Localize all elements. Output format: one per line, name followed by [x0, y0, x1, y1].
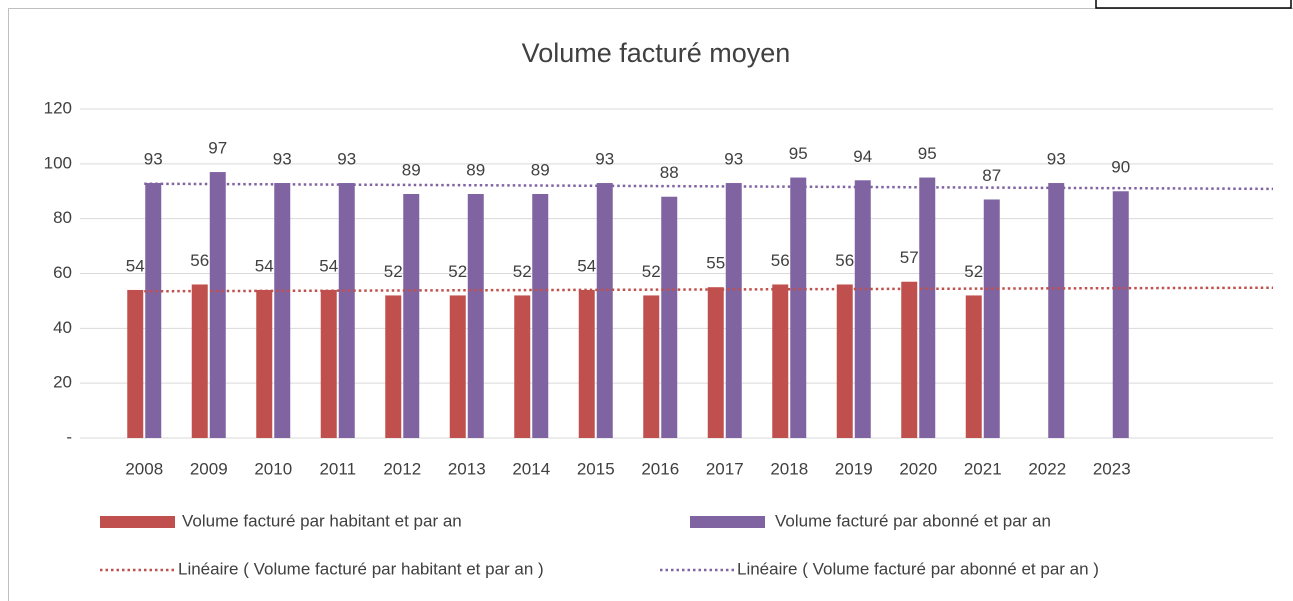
data-label: 93 [595, 150, 614, 169]
x-tick-label: 2014 [512, 459, 550, 478]
bar [403, 193, 420, 438]
bar [467, 193, 484, 438]
bar [790, 177, 807, 438]
bar [1048, 183, 1065, 438]
trendline [144, 286, 1274, 293]
bar [836, 284, 853, 438]
x-tick-label: 2023 [1093, 459, 1131, 478]
x-tick-label: 2017 [706, 459, 744, 478]
data-label: 52 [964, 262, 983, 281]
x-tick-label: 2019 [835, 459, 873, 478]
data-label: 87 [982, 166, 1001, 185]
bar [707, 287, 724, 438]
y-tick-label: 120 [44, 98, 72, 117]
x-tick-label: 2015 [577, 459, 615, 478]
bar [919, 177, 936, 438]
x-tick-label: 2011 [319, 459, 356, 478]
bar [643, 295, 660, 438]
data-label: 89 [466, 160, 485, 179]
bar [385, 295, 402, 438]
bar [532, 193, 549, 438]
x-tick-label: 2016 [641, 459, 679, 478]
data-label: 52 [384, 262, 403, 281]
legend-label: Volume facturé par habitant et par an [182, 511, 462, 530]
bar [274, 183, 291, 438]
bar [514, 295, 531, 438]
y-tick-label: 100 [44, 153, 72, 172]
chart-title: Volume facturé moyen [522, 38, 791, 68]
y-tick-label: 80 [53, 208, 72, 227]
legend-swatch [690, 516, 765, 528]
data-label: 90 [1111, 158, 1130, 177]
data-label: 54 [255, 256, 274, 275]
bar [449, 295, 466, 438]
data-label: 52 [513, 262, 532, 281]
bar [772, 284, 789, 438]
data-label: 56 [835, 251, 854, 270]
data-label: 97 [208, 139, 227, 158]
data-label: 54 [577, 256, 596, 275]
x-tick-label: 2020 [899, 459, 937, 478]
legend-label: Volume facturé par abonné et par an [775, 511, 1051, 530]
data-label: 89 [402, 160, 421, 179]
y-tick-label: 40 [53, 318, 72, 337]
data-label: 89 [531, 160, 550, 179]
bar [965, 295, 982, 438]
bar [127, 289, 144, 438]
y-tick-label: 60 [53, 263, 72, 282]
bar [596, 183, 613, 438]
x-tick-label: 2022 [1028, 459, 1066, 478]
legend-label: Linéaire ( Volume facturé par habitant e… [178, 559, 544, 578]
x-tick-label: 2008 [125, 459, 163, 478]
data-label: 54 [126, 256, 145, 275]
data-label: 93 [337, 150, 356, 169]
bar [191, 284, 208, 438]
data-label: 57 [900, 248, 919, 267]
trendline [144, 182, 1274, 191]
data-label: 93 [724, 150, 743, 169]
x-tick-label: 2018 [770, 459, 808, 478]
data-label: 52 [642, 262, 661, 281]
data-label: 94 [853, 147, 872, 166]
x-tick-label: 2010 [254, 459, 292, 478]
x-tick-label: 2021 [964, 459, 1002, 478]
data-label: 93 [273, 150, 292, 169]
data-label: 55 [706, 254, 725, 273]
data-label: 93 [144, 150, 163, 169]
bar [661, 196, 678, 438]
data-label: 88 [660, 163, 679, 182]
bar [320, 289, 337, 438]
x-tick-label: 2013 [448, 459, 486, 478]
data-label: 95 [918, 144, 937, 163]
y-tick-label: - [66, 427, 72, 446]
bar [338, 183, 355, 438]
y-tick-label: 20 [53, 373, 72, 392]
bar [983, 199, 1000, 438]
data-label: 95 [789, 144, 808, 163]
data-label: 56 [771, 251, 790, 270]
x-tick-label: 2012 [383, 459, 421, 478]
corner-box [1095, 0, 1292, 9]
bar [209, 172, 226, 438]
legend-swatch [100, 516, 175, 528]
legend-label: Linéaire ( Volume facturé par abonné et … [737, 559, 1099, 578]
bar [725, 183, 742, 438]
bar [145, 183, 162, 438]
bar [578, 289, 595, 438]
x-tick-label: 2009 [190, 459, 228, 478]
data-label: 93 [1047, 150, 1066, 169]
bar [256, 289, 273, 438]
chart-border [8, 8, 1293, 601]
data-label: 56 [190, 251, 209, 270]
bar [901, 281, 918, 438]
data-label: 52 [448, 262, 467, 281]
bar [854, 180, 871, 439]
data-label: 54 [319, 256, 338, 275]
bar [1112, 191, 1129, 438]
